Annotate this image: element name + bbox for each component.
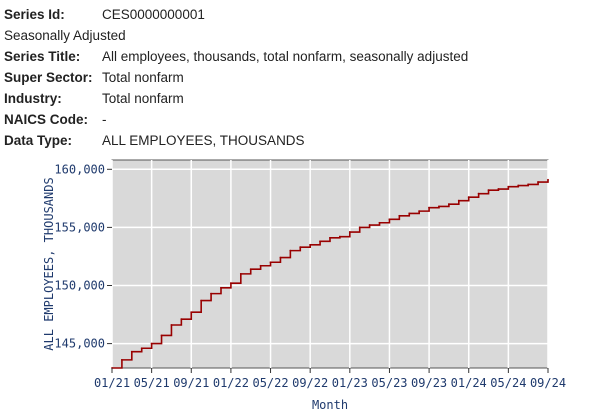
data-point: [329, 236, 331, 239]
x-axis-label: Month: [312, 398, 348, 412]
series-id-row: Series Id: CES0000000001: [4, 4, 589, 25]
data-point: [368, 224, 371, 226]
data-point: [388, 218, 391, 221]
series-id-value: CES0000000001: [102, 7, 205, 22]
data-point: [220, 286, 222, 289]
series-title-label: Series Title:: [4, 49, 81, 64]
naics-row: NAICS Code: -: [4, 109, 589, 130]
data-point: [497, 188, 500, 190]
seasonal-adjustment: Seasonally Adjusted: [4, 28, 126, 43]
x-tick-label: 05/24: [490, 376, 526, 390]
data-point: [180, 318, 183, 321]
data-point: [190, 311, 193, 314]
y-tick-label: 160,000: [54, 162, 105, 176]
data-point: [438, 205, 440, 208]
data-point: [477, 192, 480, 195]
data-point: [467, 196, 470, 199]
series-id-label: Series Id:: [4, 7, 65, 22]
data-point: [378, 221, 381, 224]
series-metadata: Series Id: CES0000000001 Seasonally Adjus…: [4, 4, 589, 151]
data-point: [339, 235, 341, 238]
x-tick-label: 05/22: [252, 376, 288, 390]
y-tick-label: 145,000: [54, 337, 105, 351]
data-point: [358, 226, 361, 229]
data-type-label: Data Type:: [4, 133, 73, 148]
data-point: [150, 342, 153, 345]
data-point: [121, 358, 123, 361]
data-point: [547, 178, 549, 181]
data-point: [259, 264, 262, 267]
tick-layer: 01/21 05/21 09/21 01/22 05/22 09/22 01/23 05/23…: [54, 162, 566, 390]
industry-label: Industry:: [4, 91, 62, 106]
data-point: [230, 282, 232, 285]
data-point: [428, 206, 430, 209]
data-point: [160, 334, 163, 337]
x-tick-label: 09/22: [292, 376, 328, 390]
data-point: [507, 185, 510, 188]
industry-value: Total nonfarm: [102, 91, 184, 106]
data-point: [249, 268, 252, 271]
x-tick-label: 01/21: [94, 376, 130, 390]
y-tick-label: 155,000: [54, 220, 105, 234]
data-point: [289, 249, 292, 252]
data-point: [309, 243, 312, 246]
data-point: [319, 240, 321, 243]
data-type-row: Data Type: ALL EMPLOYEES, THOUSANDS: [4, 130, 589, 151]
x-tick-label: 09/23: [411, 376, 447, 390]
data-point: [210, 292, 212, 295]
data-type-value: ALL EMPLOYEES, THOUSANDS: [102, 133, 305, 148]
x-tick-label: 01/24: [451, 376, 487, 390]
data-point: [408, 212, 411, 215]
data-point: [348, 231, 351, 233]
data-point: [279, 256, 282, 259]
super-sector-value: Total nonfarm: [102, 70, 184, 85]
gridlines: [111, 160, 549, 368]
x-tick-label: 01/22: [213, 376, 249, 390]
data-point: [239, 272, 242, 275]
data-point: [527, 183, 530, 186]
data-point: [170, 324, 173, 326]
y-axis-label: ALL EMPLOYEES, THOUSANDS: [42, 177, 56, 350]
data-point: [457, 199, 460, 202]
data-point: [537, 181, 539, 183]
series-title-row: Series Title: All employees, thousands, t…: [4, 46, 589, 67]
data-point: [398, 214, 401, 217]
naics-label: NAICS Code:: [4, 112, 88, 127]
naics-value: -: [102, 112, 107, 127]
super-sector-row: Super Sector: Total nonfarm: [4, 67, 589, 88]
x-tick-label: 05/23: [371, 376, 407, 390]
plot-area: [111, 159, 549, 369]
data-point: [140, 347, 143, 350]
data-point: [130, 350, 133, 353]
super-sector-label: Super Sector:: [4, 70, 93, 85]
industry-row: Industry: Total nonfarm: [4, 88, 589, 109]
data-point: [487, 189, 490, 192]
x-tick-label: 01/23: [332, 376, 368, 390]
x-tick-label: 05/21: [134, 376, 170, 390]
y-tick-label: 150,000: [54, 278, 105, 292]
x-tick-label: 09/21: [173, 376, 209, 390]
data-point: [418, 210, 421, 213]
data-point: [269, 261, 272, 264]
data-point: [200, 299, 203, 302]
data-point: [448, 203, 450, 206]
x-tick-label: 09/24: [530, 376, 566, 390]
data-point: [517, 184, 520, 187]
data-point: [299, 246, 302, 249]
seasonal-row: Seasonally Adjusted: [4, 25, 589, 46]
series-title-value: All employees, thousands, total nonfarm,…: [102, 49, 469, 64]
